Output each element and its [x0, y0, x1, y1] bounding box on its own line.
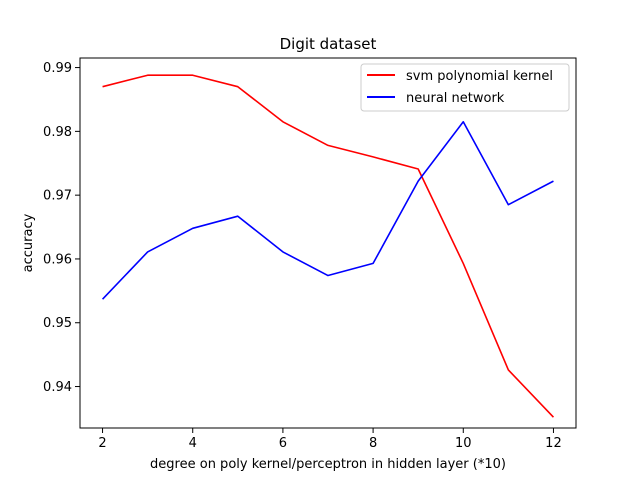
x-tick-label: 12	[545, 436, 562, 451]
x-tick-label: 6	[279, 436, 287, 451]
y-tick-label: 0.98	[43, 125, 72, 140]
legend-label-neural-network: neural network	[406, 91, 505, 106]
x-axis-label: degree on poly kernel/perceptron in hidd…	[150, 457, 506, 472]
legend-box	[360, 63, 570, 112]
y-tick-label: 0.99	[43, 61, 72, 76]
x-tick-label: 8	[369, 436, 377, 451]
legend-label-svm: svm polynomial kernel	[406, 69, 553, 84]
y-tick-label: 0.94	[43, 380, 72, 395]
plot-frame	[79, 57, 577, 429]
y-tick-label: 0.96	[43, 252, 72, 267]
series-line-svm	[102, 74, 555, 418]
y-axis-label: accuracy	[21, 213, 36, 272]
y-tick-label: 0.97	[43, 189, 72, 204]
x-tick-label: 2	[98, 436, 106, 451]
x-tick-label: 4	[189, 436, 197, 451]
series-line-neural-network	[101, 120, 554, 300]
chart-title: Digit dataset	[280, 35, 377, 53]
x-tick-label: 10	[455, 436, 472, 451]
plot-area	[101, 74, 555, 418]
x-axis: 2 4 6 8 10 12	[98, 428, 562, 451]
y-axis: 0.94 0.95 0.96 0.97 0.98 0.99	[43, 61, 80, 395]
legend: svm polynomial kernel neural network	[360, 63, 570, 112]
y-tick-label: 0.95	[43, 316, 72, 331]
